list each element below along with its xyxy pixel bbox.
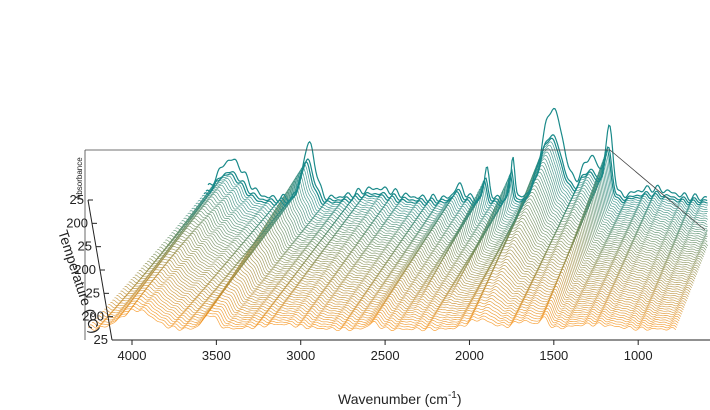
spectrum-trace [153, 221, 703, 261]
spectrum-trace [140, 240, 698, 275]
x-tick-label: 2500 [371, 348, 400, 363]
y-tick-label: 25 [86, 285, 100, 300]
spectrum-trace [134, 249, 696, 281]
spectrum-trace [100, 293, 682, 318]
spectrum-trace [191, 158, 708, 220]
spectrum-trace [148, 227, 702, 266]
x-axis-label: Wavenumber (cm-1) [338, 390, 462, 407]
spectrum-trace [106, 286, 684, 312]
spectrum-trace [165, 201, 708, 248]
x-axis-ticks: 4000 3500 3000 2500 2000 1500 1000 [118, 340, 653, 363]
spectrum-trace [155, 217, 704, 259]
spectrum-trace [92, 303, 678, 327]
spectrum-trace [116, 274, 688, 301]
spectrum-trace [163, 205, 708, 250]
x-tick-label: 4000 [118, 348, 147, 363]
y-tick-label: 200 [66, 215, 88, 230]
spectrum-trace [104, 288, 683, 314]
spectrum-trace [138, 243, 698, 277]
x-tick-label: 2000 [455, 348, 484, 363]
spectrum-trace [199, 144, 708, 211]
y-axis-ticks: 25 200 25 200 25 200 25 [66, 192, 117, 347]
spectrum-trace [132, 252, 695, 283]
y-tick-label: 25 [78, 239, 92, 254]
spectrum-trace [112, 278, 687, 305]
x-axis-label-sup: -1 [448, 390, 457, 401]
y-tick-label: 200 [74, 262, 96, 277]
spectrum-trace [161, 208, 707, 253]
x-axis-label-close: ) [457, 391, 462, 407]
spectrum-trace [108, 283, 685, 310]
spectrum-trace [98, 296, 681, 321]
spectrum-trace [122, 266, 691, 294]
spectrum-trace [102, 291, 682, 316]
spectrum-trace [96, 298, 680, 323]
spectrum-trace [124, 264, 692, 292]
frame-back-edge [84, 149, 706, 340]
spectrum-trace [205, 134, 708, 205]
spectrum-trace [151, 224, 703, 264]
spectrum-trace [183, 172, 708, 228]
spectrum-trace [159, 211, 706, 255]
x-tick-label: 3000 [286, 348, 315, 363]
spectrum-trace [126, 261, 692, 290]
spectrum-trace [187, 165, 708, 224]
spectrum-trace [175, 185, 708, 237]
spectrum-trace [167, 198, 708, 246]
x-axis-label-main: Wavenumber (cm [338, 391, 448, 407]
spectrum-trace [173, 188, 708, 239]
y-tick-label: 25 [70, 192, 84, 207]
spectrum-trace [157, 214, 705, 257]
spectrum-trace [146, 230, 701, 268]
spectrum-trace [118, 271, 689, 299]
spectrum-trace [203, 137, 708, 207]
spectrum-trace [130, 255, 694, 286]
spectrum-trace [136, 246, 697, 279]
spectrum-trace [201, 141, 709, 209]
x-tick-label: 1500 [539, 348, 568, 363]
spectrum-trace [207, 107, 708, 203]
spectra-traces [88, 107, 709, 332]
z-axis-label: Absorbance [75, 157, 84, 200]
spectrum-trace [110, 281, 686, 307]
spectrum-trace [142, 237, 699, 272]
spectrum-trace [128, 258, 693, 288]
spectrum-trace [144, 233, 700, 270]
y-tick-label: 200 [82, 309, 104, 324]
spectrum-trace [94, 301, 679, 325]
spectrum-trace [114, 276, 687, 303]
spectrum-trace [120, 269, 690, 296]
spectrum-trace [171, 191, 708, 242]
spectrum-trace [88, 308, 677, 332]
y-tick-label: 25 [94, 332, 108, 347]
spectrum-trace [89, 306, 677, 329]
x-tick-label: 1000 [624, 348, 653, 363]
spectrum-trace [169, 195, 707, 244]
x-tick-label: 3500 [202, 348, 231, 363]
